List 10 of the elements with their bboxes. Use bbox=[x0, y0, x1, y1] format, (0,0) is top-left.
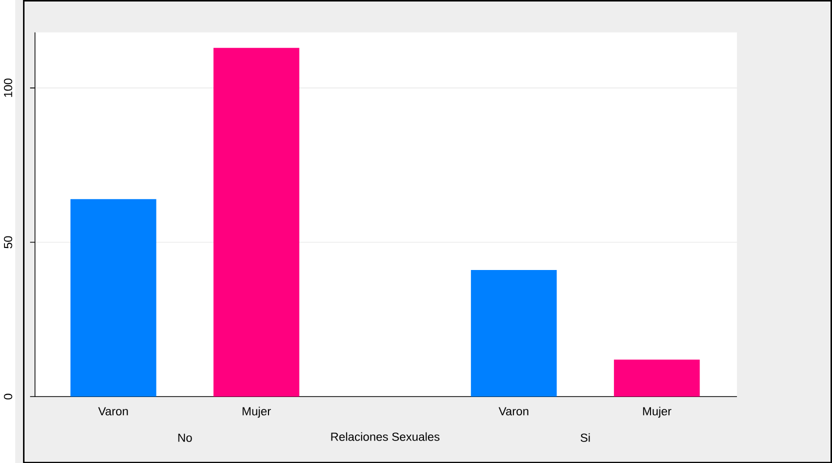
text: No bbox=[178, 434, 192, 442]
x-tick-label: Mujer bbox=[643, 406, 672, 418]
y-tick-label: 100 bbox=[4, 78, 12, 97]
text: Si bbox=[580, 433, 590, 442]
x-tick-label: Mujer bbox=[242, 406, 271, 418]
x-tick-label: Varon bbox=[498, 407, 528, 416]
x-axis-title: Relaciones Sexuales bbox=[331, 432, 440, 441]
x-tick-label: Varon bbox=[98, 407, 128, 416]
y-tick-label: 0 bbox=[4, 394, 12, 400]
y-tick-label: 50 bbox=[4, 236, 12, 248]
